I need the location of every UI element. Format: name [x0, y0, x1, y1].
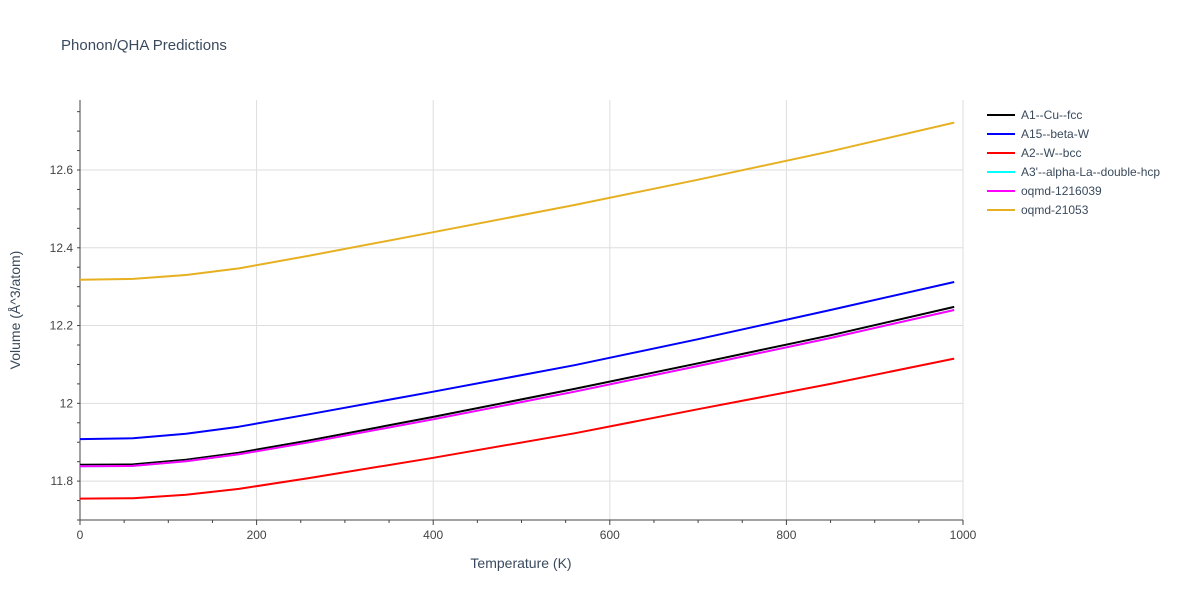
y-tick-label: 12.4: [50, 241, 74, 255]
legend-item[interactable]: oqmd-21053: [987, 203, 1089, 217]
series-layer: [79, 121, 955, 500]
x-tick-label: 800: [776, 528, 796, 542]
legend-label: A15--beta-W: [1021, 127, 1090, 141]
y-axis-title: Volume (Å^3/atom): [7, 251, 23, 370]
y-tick-label: 11.8: [51, 474, 74, 488]
y-tick-label: 12: [60, 396, 74, 410]
legend[interactable]: A1--Cu--fcc A15--beta-W A2--W--bcc A3'--alp…: [987, 108, 1160, 217]
x-tick-label: 400: [423, 528, 443, 542]
legend-item[interactable]: A15--beta-W: [987, 127, 1090, 141]
legend-label: A2--W--bcc: [1021, 146, 1081, 160]
legend-item[interactable]: A2--W--bcc: [987, 146, 1081, 160]
x-tick-label: 200: [247, 528, 267, 542]
chart-title: Phonon/QHA Predictions: [61, 37, 227, 54]
legend-label: A1--Cu--fcc: [1021, 108, 1082, 122]
series-line-oqmd-1216039[interactable]: [79, 309, 955, 468]
legend-item[interactable]: A3'--alpha-La--double-hcp: [987, 165, 1160, 179]
series-line-A2--W--bcc[interactable]: [79, 357, 955, 500]
y-tick-label: 12.2: [50, 319, 74, 333]
legend-item[interactable]: A1--Cu--fcc: [987, 108, 1082, 122]
x-tick-label: 0: [77, 528, 84, 542]
grid-layer: [80, 100, 964, 520]
legend-label: oqmd-1216039: [1021, 184, 1102, 198]
legend-item[interactable]: oqmd-1216039: [987, 184, 1102, 198]
axes-layer: 0 200 400 600 800 1000 11.8 12 12.2 12.4 12.6: [50, 100, 977, 542]
legend-label: A3'--alpha-La--double-hcp: [1021, 165, 1160, 179]
legend-label: oqmd-21053: [1021, 203, 1089, 217]
y-tick-label: 12.6: [50, 163, 74, 177]
series-line-A1--Cu--fcc[interactable]: [79, 305, 955, 466]
series-line-A15--beta-W[interactable]: [79, 281, 955, 441]
x-tick-label: 600: [600, 528, 620, 542]
x-axis-title: Temperature (K): [470, 555, 571, 571]
series-line-oqmd-21053[interactable]: [79, 121, 955, 281]
x-tick-label: 1000: [950, 528, 977, 542]
